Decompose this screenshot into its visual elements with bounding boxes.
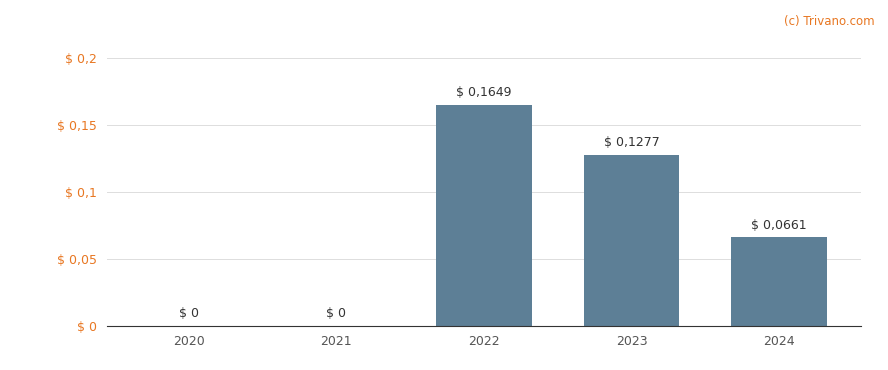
Text: (c) Trivano.com: (c) Trivano.com — [784, 15, 875, 28]
Text: $ 0,0661: $ 0,0661 — [751, 219, 807, 232]
Text: $ 0: $ 0 — [327, 307, 346, 320]
Bar — [731, 237, 827, 326]
Bar — [436, 105, 532, 326]
Text: $ 0,1277: $ 0,1277 — [604, 136, 660, 149]
Text: $ 0,1649: $ 0,1649 — [456, 87, 511, 100]
Text: $ 0: $ 0 — [178, 307, 199, 320]
Bar — [583, 155, 679, 326]
